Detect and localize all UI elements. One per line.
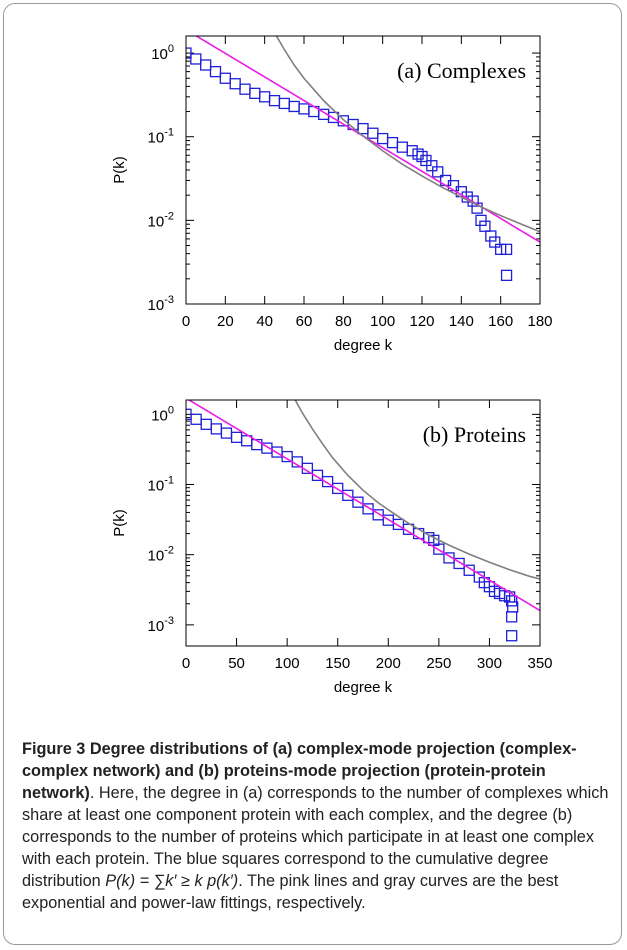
x-tick-label: 100 (370, 313, 395, 330)
y-tick-label: 10-1 (148, 127, 174, 147)
data-point (278, 97, 290, 110)
figure-caption: Figure 3 Degree distributions of (a) com… (22, 738, 610, 914)
x-tick-label: 200 (376, 655, 401, 672)
data-point (220, 427, 233, 439)
data-point (298, 103, 310, 115)
data-point (342, 489, 354, 502)
chart-proteins: 100 10-1 10-2 10-3 0 50 100 150 200 250 300 350 (b) … (111, 399, 553, 696)
data-point (190, 413, 202, 425)
data-point (249, 87, 261, 99)
data-point (200, 59, 212, 71)
data-point (259, 91, 271, 103)
data-point (495, 243, 507, 256)
data-point (239, 83, 251, 95)
data-point (190, 53, 202, 65)
panel-label: (a) Complexes (397, 58, 526, 83)
data-point (453, 557, 465, 570)
caption-title: Figure 3 Degree distributions of (a) com… (22, 740, 577, 802)
x-tick-label: 150 (325, 655, 350, 672)
panel-label: (b) Proteins (423, 422, 526, 447)
data-point (332, 482, 344, 495)
data-point (485, 230, 497, 242)
data-point (352, 496, 364, 508)
y-tick-label: 10-3 (148, 615, 174, 635)
data-point (362, 503, 374, 515)
plot-area (186, 400, 540, 642)
x-axis-label: degree k (334, 337, 393, 354)
data-point (500, 243, 513, 256)
x-tick-label: 350 (527, 655, 552, 672)
data-point (433, 543, 445, 555)
x-tick-label: 20 (217, 313, 234, 330)
y-axis-label: P(k) (111, 156, 128, 184)
data-point (321, 475, 334, 488)
x-tick-label: 250 (426, 655, 451, 672)
data-point (506, 611, 518, 623)
data-point (200, 418, 212, 430)
y-tick-label: 10-2 (148, 210, 174, 230)
caption-formula: P(k) = ∑k′ ≥ k p(k′) (105, 872, 239, 890)
y-tick-label: 10-2 (148, 545, 174, 565)
x-tick-label: 40 (256, 313, 273, 330)
data-point (479, 220, 491, 232)
data-point (412, 148, 424, 160)
y-tick-label: 10-1 (148, 475, 174, 495)
x-tick-label: 0 (182, 313, 190, 330)
data-point (386, 136, 399, 149)
x-tick-label: 180 (527, 313, 552, 330)
caption-text-2: . The pink lines and gray curves are the… (22, 872, 559, 912)
caption-text-1: . Here, the degree in (a) corresponds to… (22, 784, 609, 890)
y-axis-label: P(k) (111, 509, 128, 537)
data-point (506, 595, 518, 607)
data-point (506, 630, 518, 642)
data-point (288, 100, 300, 113)
data-point (432, 166, 444, 178)
x-axis-label: degree k (334, 679, 393, 696)
x-tick-label: 160 (488, 313, 513, 330)
chart-complexes: 100 10-1 10-2 10-3 0 20 40 60 80 100 120 140 160 180 (… (111, 35, 553, 354)
x-tick-label: 140 (449, 313, 474, 330)
power-law-fit-curve (275, 36, 540, 233)
data-point (230, 431, 243, 443)
data-point (475, 214, 487, 227)
data-point (219, 72, 231, 84)
data-point (406, 145, 418, 157)
data-point (210, 423, 222, 435)
data-point (268, 94, 281, 107)
x-tick-label: 0 (182, 655, 190, 672)
exponential-fit-line (187, 400, 540, 612)
data-point (367, 127, 379, 139)
x-tick-label: 300 (477, 655, 502, 672)
data-point (396, 141, 408, 153)
x-tick-label: 50 (228, 655, 245, 672)
data-point (229, 78, 241, 90)
data-point (377, 132, 389, 145)
plot-frame (185, 399, 541, 647)
data-point (209, 65, 222, 78)
data-point (500, 269, 513, 282)
y-tick-label: 100 (151, 43, 174, 63)
data-point (416, 150, 428, 163)
x-tick-label: 100 (275, 655, 300, 672)
x-tick-label: 60 (296, 313, 313, 330)
x-tick-label: 80 (335, 313, 352, 330)
data-point (489, 236, 501, 248)
data-point (426, 160, 438, 172)
y-tick-label: 10-3 (148, 294, 174, 314)
power-law-fit-curve (294, 400, 540, 580)
data-point (311, 469, 324, 482)
plot-area (186, 36, 540, 282)
y-tick-label: 100 (151, 404, 174, 424)
x-tick-label: 120 (409, 313, 434, 330)
data-point (186, 47, 192, 59)
plot-frame (185, 35, 541, 305)
